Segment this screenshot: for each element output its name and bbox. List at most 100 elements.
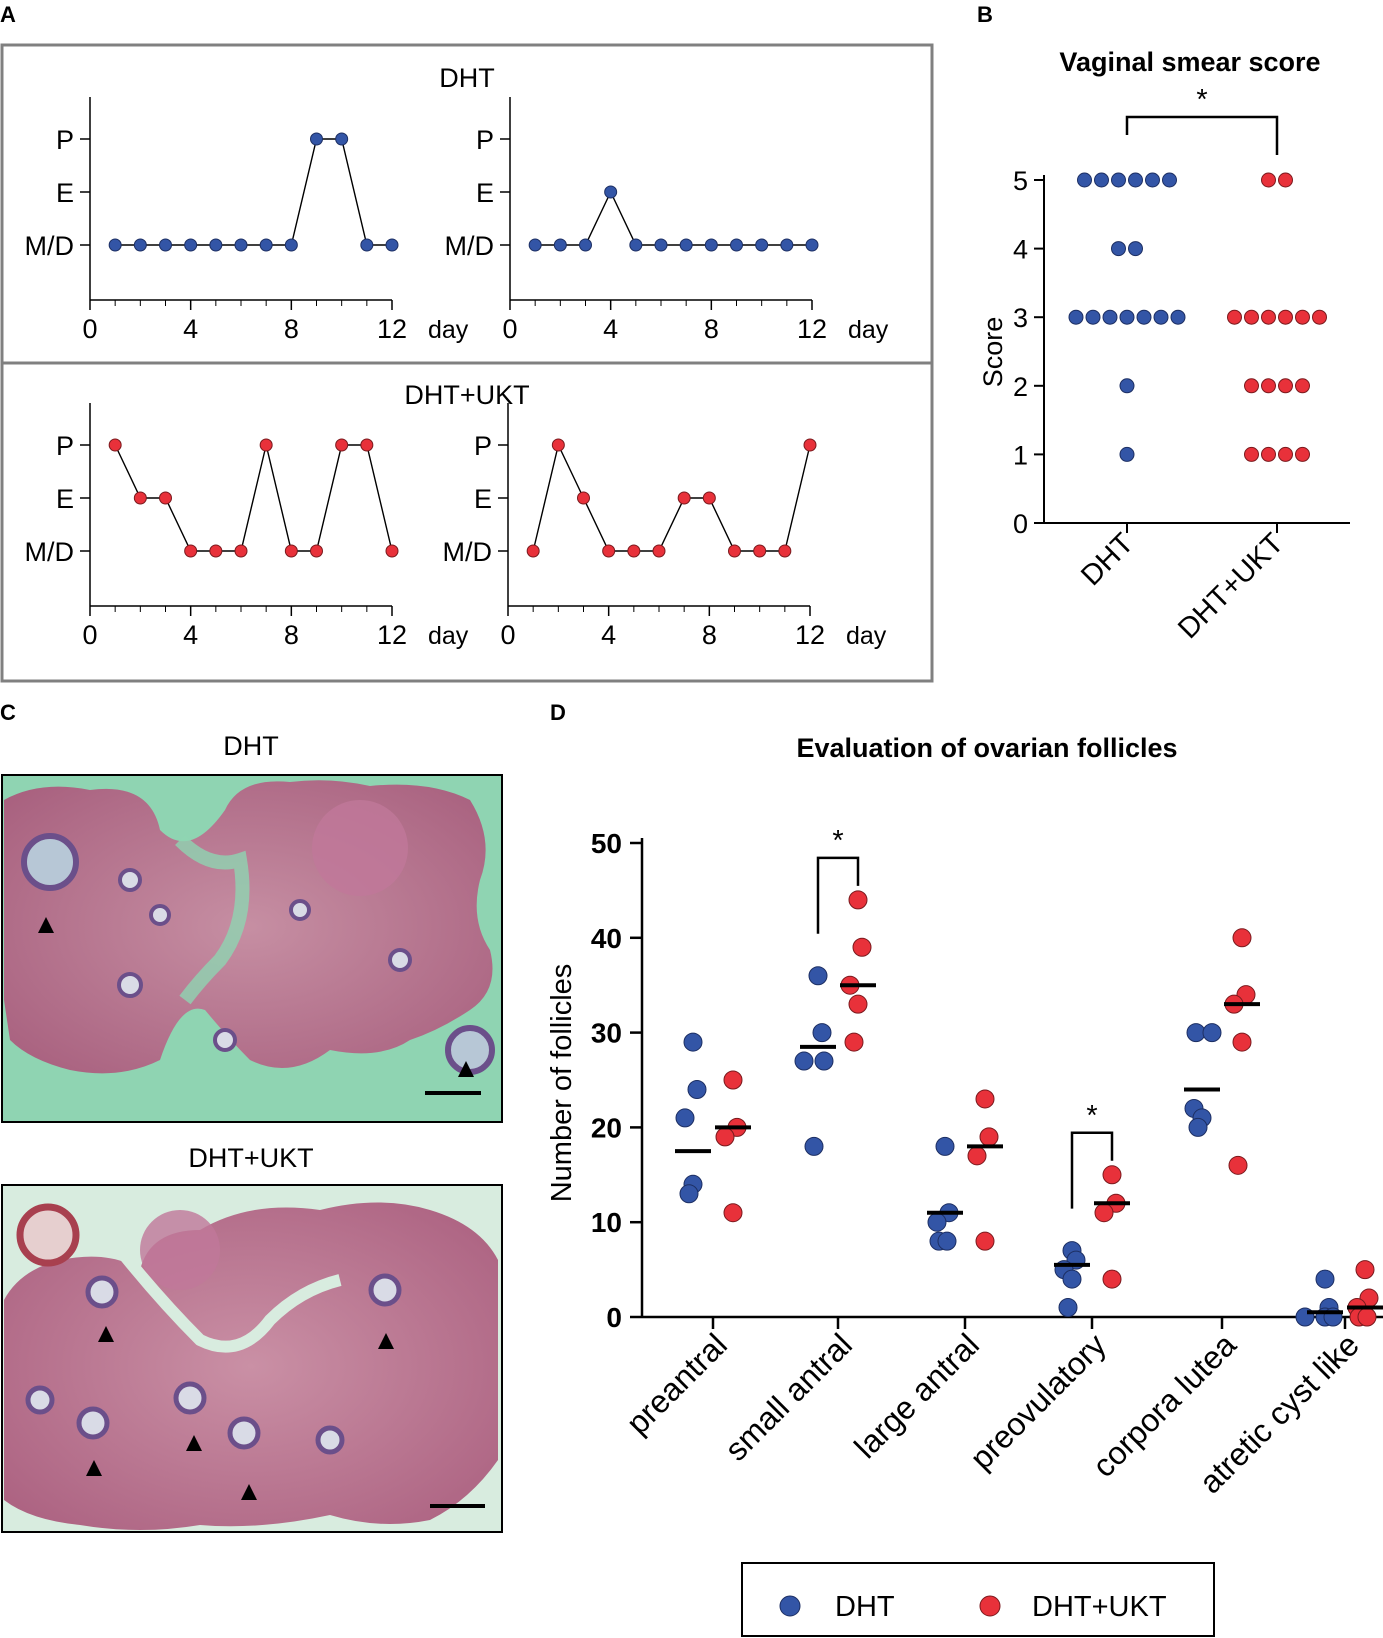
d-point-1-4-4 [1228, 1155, 1248, 1175]
a-point-0-1 [133, 238, 147, 252]
d-significance-label-0: * [832, 825, 843, 857]
a-point-1-5 [654, 238, 668, 252]
a-xtick-label-2-1: 4 [183, 620, 198, 650]
b-point-1-4 [1261, 309, 1276, 325]
b-point-1-11 [1295, 378, 1310, 394]
d-point-1-4-3 [1232, 1032, 1252, 1052]
b-point-1-9 [1261, 378, 1276, 394]
b-point-1-12 [1244, 446, 1259, 462]
a-xtick-label-1-3: 12 [797, 314, 827, 344]
a-xunit-3: day [846, 622, 887, 650]
panel-a-dht-title: DHT [439, 63, 495, 93]
a-ytick-label-2-2: P [56, 431, 74, 461]
d-point-0-4-4 [1188, 1117, 1208, 1137]
b-point-1-8 [1244, 378, 1259, 394]
a-ytick-label-3-1: E [474, 484, 492, 514]
histology-image-ukt [1, 1184, 503, 1533]
a-point-0-4 [209, 238, 223, 252]
a-xunit-2: day [428, 622, 469, 650]
b-significance-label: * [1196, 84, 1207, 116]
d-point-1-1-4 [844, 1032, 864, 1052]
a-point-0-8 [310, 132, 323, 146]
b-point-1-15 [1295, 446, 1310, 462]
d-point-0-1-4 [804, 1136, 824, 1156]
panel-c-dht-title: DHT [223, 731, 279, 761]
a-point-3-5 [652, 544, 666, 558]
b-point-0-3 [1128, 172, 1143, 188]
b-point-1-10 [1278, 378, 1293, 394]
a-point-1-10 [780, 238, 794, 252]
b-point-0-2 [1111, 172, 1126, 188]
d-xtick-label-1: small antral [718, 1326, 859, 1467]
a-ytick-label-0-1: E [56, 178, 74, 208]
a-xtick-label-3-3: 12 [795, 620, 825, 650]
b-point-0-13 [1153, 309, 1169, 325]
panel-label-d: D [550, 700, 566, 725]
b-point-1-7 [1312, 309, 1327, 325]
a-point-0-2 [159, 238, 172, 252]
a-point-3-0 [526, 544, 540, 558]
a-point-0-6 [259, 238, 273, 252]
legend-ukt-label: DHT+UKT [1032, 1591, 1167, 1623]
b-point-1-0 [1261, 172, 1276, 188]
d-ytick-label-4: 40 [591, 923, 622, 954]
d-significance-label-1: * [1086, 1100, 1097, 1132]
d-point-1-0-3 [723, 1203, 743, 1223]
a-ytick-label-0-2: P [56, 125, 74, 155]
d-point-0-1-2 [794, 1051, 814, 1071]
b-point-1-14 [1278, 446, 1293, 462]
b-significance-bracket [1125, 115, 1279, 155]
a-point-3-10 [778, 544, 792, 558]
d-point-1-0-2 [715, 1127, 735, 1147]
d-point-0-0-2 [675, 1108, 695, 1128]
d-ytick-label-0: 0 [606, 1302, 622, 1333]
b-point-1-1 [1278, 172, 1293, 188]
a-point-2-10 [360, 438, 374, 452]
a-point-0-0 [108, 238, 122, 252]
b-point-0-11 [1119, 309, 1135, 325]
a-point-0-7 [284, 238, 298, 252]
b-point-0-10 [1102, 309, 1118, 325]
d-point-1-1-3 [848, 994, 868, 1014]
b-point-0-8 [1068, 309, 1084, 325]
d-point-1-2-2 [967, 1146, 987, 1166]
b-point-1-5 [1278, 309, 1293, 325]
a-xtick-label-1-0: 0 [502, 314, 517, 344]
d-point-1-5-0 [1355, 1260, 1375, 1280]
d-significance-bracket-1 [1070, 1131, 1114, 1209]
a-point-1-7 [704, 238, 718, 252]
d-xtick-label-2: large antral [847, 1326, 986, 1465]
d-point-1-3-0 [1102, 1165, 1122, 1185]
a-point-1-11 [805, 238, 819, 252]
d-point-1-3-2 [1094, 1203, 1114, 1223]
panel-label-a: A [0, 2, 16, 27]
histology-image-dht [1, 774, 503, 1123]
a-point-2-1 [133, 491, 147, 505]
d-ytick-label-2: 20 [591, 1112, 622, 1143]
a-point-1-0 [528, 238, 542, 252]
a-point-1-8 [730, 238, 743, 252]
a-point-2-7 [284, 544, 298, 558]
panel-label-c: C [0, 700, 16, 725]
a-xtick-label-3-1: 4 [601, 620, 616, 650]
a-point-2-11 [385, 544, 399, 558]
a-xtick-label-2-0: 0 [82, 620, 97, 650]
a-point-2-8 [310, 544, 323, 558]
a-xtick-label-1-2: 8 [704, 314, 719, 344]
d-point-0-1-1 [812, 1023, 832, 1043]
a-point-1-4 [629, 238, 643, 252]
d-point-0-0-1 [687, 1079, 707, 1099]
a-ytick-label-3-2: P [474, 431, 492, 461]
panel-d-ylabel: Number of follicles [546, 964, 578, 1203]
b-ytick-label-1: 1 [1013, 440, 1028, 470]
b-point-0-15 [1119, 378, 1135, 394]
a-point-1-2 [579, 238, 592, 252]
a-ytick-label-2-1: E [56, 484, 74, 514]
legend-dht-label: DHT [835, 1591, 895, 1623]
a-xtick-label-0-1: 4 [183, 314, 198, 344]
b-point-0-4 [1145, 172, 1160, 188]
d-point-0-2-2 [927, 1212, 947, 1232]
legend-ukt-marker [979, 1595, 1001, 1617]
b-ytick-label-3: 3 [1013, 303, 1028, 333]
